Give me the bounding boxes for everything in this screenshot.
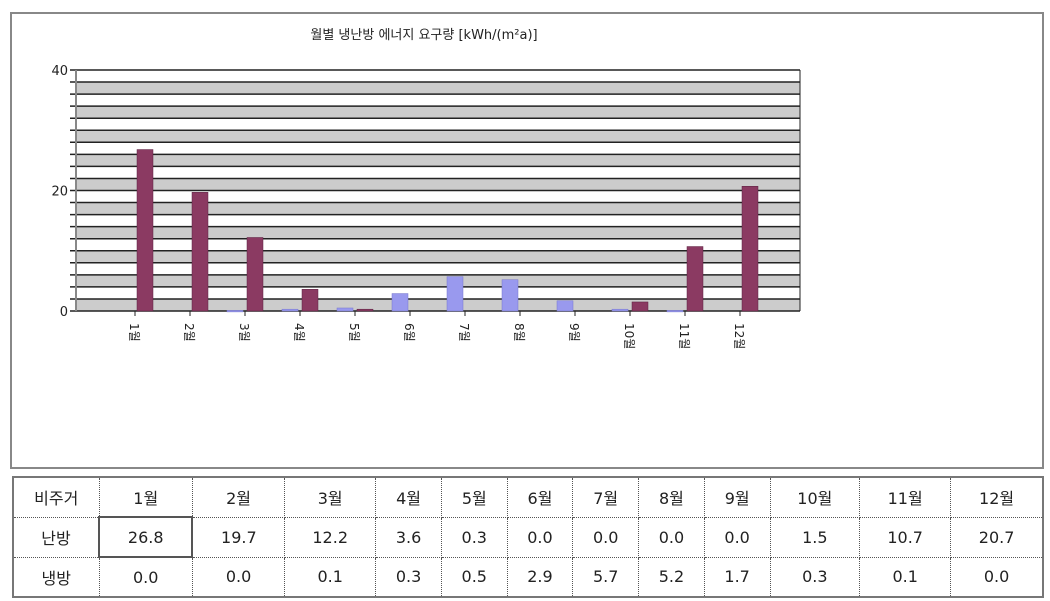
- x-tick-label: 6월: [402, 323, 416, 342]
- heating-bar: [686, 246, 704, 312]
- x-tick-label: 3월: [237, 323, 251, 342]
- heating-bar: [741, 186, 759, 312]
- table-row: 난방 26.8 19.7 12.2 3.6 0.3 0.0 0.0 0.0 0.0 1.5 10.7 2…: [12, 516, 1044, 558]
- table-cell: 1.7: [703, 556, 771, 598]
- cooling-bar: [666, 310, 684, 313]
- x-tick-label: 2월: [182, 323, 196, 342]
- table-cell: 5.2: [638, 556, 705, 598]
- chart-panel: 월별 냉난방 에너지 요구량 [kWh/(m²a)] 0 20 40 1월 2월 3월 4월…: [10, 12, 1044, 469]
- y-tick-label: 20: [51, 185, 68, 200]
- table-cell: 0.0: [98, 556, 193, 598]
- column-header: 11월: [859, 476, 952, 518]
- cooling-bar: [226, 310, 244, 313]
- column-header: 12월: [950, 476, 1044, 518]
- cooling-bar: [281, 308, 299, 312]
- x-tick-label: 10월: [622, 323, 636, 349]
- table-cell: 5.7: [572, 556, 640, 598]
- x-tick-label: 9월: [567, 323, 581, 342]
- column-header: 1월: [98, 476, 193, 518]
- column-header: 10월: [769, 476, 861, 518]
- row-label: 냉방: [12, 556, 100, 598]
- y-tick-label: 0: [60, 305, 68, 320]
- cooling-bar: [501, 279, 519, 312]
- column-header: 6월: [506, 476, 574, 518]
- cooling-bar: [611, 308, 629, 312]
- table-cell: 0.0: [950, 556, 1044, 598]
- column-header: 4월: [375, 476, 442, 518]
- cooling-bar: [336, 307, 354, 312]
- row-label: 비주거: [12, 476, 100, 518]
- cooling-bar: [446, 276, 464, 312]
- x-tick-label: 1월: [127, 323, 141, 342]
- x-tick-label: 4월: [292, 323, 306, 342]
- cooling-bar: [391, 293, 409, 312]
- table-cell: 0.0: [638, 516, 705, 558]
- y-tick-label: 40: [51, 64, 68, 79]
- table-cell: 0.5: [440, 556, 508, 598]
- table-cell: 0.1: [284, 556, 377, 598]
- table-cell: 12.2: [284, 516, 377, 558]
- table-cell: 20.7: [950, 516, 1044, 558]
- data-table: 비주거 1월 2월 3월 4월 5월 6월 7월 8월 9월 10월 11월 12월 난방 26.8 19.7…: [12, 476, 1044, 598]
- table-cell: 0.3: [375, 556, 442, 598]
- column-header: 9월: [703, 476, 771, 518]
- table-cell: 0.3: [769, 556, 861, 598]
- grid-band: [76, 178, 800, 191]
- heating-bar: [356, 308, 374, 312]
- column-header: 7월: [572, 476, 640, 518]
- x-tick-label: 12월: [732, 323, 746, 349]
- heating-bar: [191, 192, 209, 312]
- table-cell: 0.1: [859, 556, 952, 598]
- grid-band: [76, 154, 800, 167]
- table-cell: 0.0: [506, 516, 574, 558]
- column-header: 2월: [191, 476, 286, 518]
- x-tick-label: 11월: [677, 323, 691, 349]
- table-cell: 19.7: [191, 516, 286, 558]
- x-tick-label: 7월: [457, 323, 471, 342]
- cooling-bar: [556, 300, 574, 312]
- table-cell: 26.8: [97, 516, 194, 558]
- table-cell: 0.0: [703, 516, 771, 558]
- grid-band: [76, 82, 800, 95]
- grid-band: [76, 106, 800, 119]
- x-tick-label: 8월: [512, 323, 526, 342]
- grid-band: [76, 130, 800, 143]
- row-label: 난방: [12, 516, 100, 558]
- chart-title: 월별 냉난방 에너지 요구량 [kWh/(m²a)]: [310, 28, 537, 43]
- table-cell: 0.0: [191, 556, 286, 598]
- heating-bar: [631, 301, 649, 312]
- table-cell: 0.0: [572, 516, 640, 558]
- table-cell: 10.7: [859, 516, 952, 558]
- table-cell: 3.6: [375, 516, 442, 558]
- table-row: 냉방 0.0 0.0 0.1 0.3 0.5 2.9 5.7 5.2 1.7 0.3 0.1 0.0: [12, 556, 1044, 598]
- table-cell: 2.9: [506, 556, 574, 598]
- grid-band: [76, 226, 800, 239]
- table-cell: 0.3: [440, 516, 508, 558]
- heating-bar: [136, 149, 154, 312]
- column-header: 3월: [284, 476, 377, 518]
- table-cell: 1.5: [769, 516, 861, 558]
- column-header: 5월: [440, 476, 508, 518]
- grid-band: [76, 202, 800, 215]
- bar-chart: 월별 냉난방 에너지 요구량 [kWh/(m²a)] 0 20 40 1월 2월 3월 4월…: [51, 28, 801, 349]
- heating-bar: [301, 289, 319, 312]
- table-header-row: 비주거 1월 2월 3월 4월 5월 6월 7월 8월 9월 10월 11월 12월: [12, 476, 1044, 518]
- heating-bar: [246, 237, 264, 312]
- column-header: 8월: [638, 476, 705, 518]
- x-tick-label: 5월: [347, 323, 361, 342]
